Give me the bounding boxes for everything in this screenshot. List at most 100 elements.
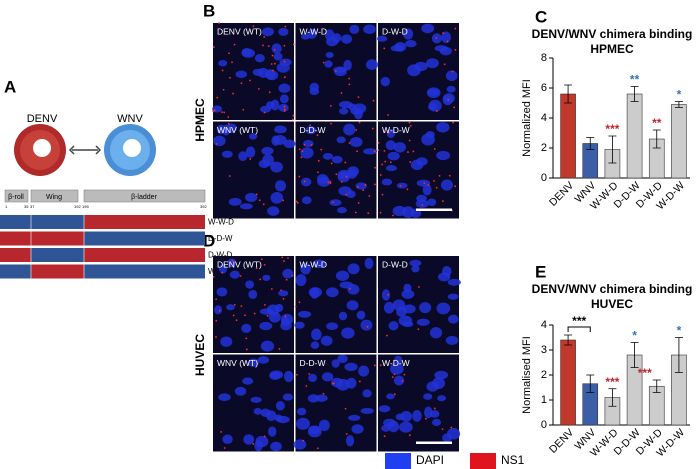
error-bar: [608, 135, 617, 164]
nucleus: [275, 400, 285, 411]
nucleus: [218, 393, 231, 402]
ns1-signal: [232, 314, 235, 317]
nucleus: [423, 393, 433, 400]
nucleus: [273, 135, 287, 145]
ns1-signal: [412, 150, 415, 153]
nucleus: [445, 70, 458, 82]
ns1-signal: [373, 364, 376, 367]
ns1-signal: [417, 328, 420, 331]
ns1-signal: [340, 180, 343, 183]
ns1-signal: [357, 202, 360, 204]
ns1-signal: [448, 174, 451, 177]
nucleus: [283, 139, 296, 149]
ns1-signal: [377, 149, 380, 152]
nucleus: [260, 408, 271, 417]
nucleus: [336, 378, 350, 391]
chimera-segment: [31, 231, 84, 246]
ns1-signal: [296, 373, 298, 376]
ns1-signal: [454, 185, 457, 188]
ns1-signal: [282, 298, 285, 300]
ns1-signal: [262, 203, 265, 206]
nucleus: [245, 280, 255, 289]
nucleus: [293, 439, 307, 450]
nucleus: [248, 289, 258, 299]
ns1-signal: [284, 315, 287, 318]
ns1-signal: [221, 111, 223, 114]
domain-label: Wing: [46, 194, 62, 201]
nucleus: [270, 191, 284, 204]
image-label: D-W-D: [382, 259, 408, 269]
nucleus: [218, 264, 228, 274]
nucleus: [434, 45, 449, 52]
ns1-signal: [330, 162, 333, 165]
ns1-signal: [381, 193, 384, 196]
chimera-segment: [0, 248, 31, 262]
nucleus: [310, 341, 320, 349]
ns1-signal: [392, 214, 394, 217]
ns1-signal: [232, 92, 235, 95]
ns1-signal: [387, 293, 389, 296]
nucleus: [270, 441, 282, 452]
ns1-signal: [215, 336, 217, 338]
image-label: D-D-W: [300, 125, 326, 135]
ns1-signal: [322, 61, 325, 64]
nucleus: [360, 319, 373, 331]
nucleus: [269, 370, 284, 380]
domain-bar: [4, 189, 206, 203]
ns1-signal: [268, 91, 271, 94]
nucleus: [349, 136, 363, 148]
nucleus: [416, 318, 430, 326]
nucleus: [440, 179, 454, 191]
domain-label: β-ladder: [131, 194, 157, 201]
ns1-signal: [221, 69, 224, 72]
ns1-signal: [300, 156, 303, 159]
nucleus: [396, 306, 407, 317]
denv-ring: [14, 124, 66, 176]
nucleus: [322, 153, 334, 160]
nucleus: [245, 146, 256, 158]
nucleus: [415, 199, 429, 208]
nucleus: [254, 440, 263, 452]
ns1-signal: [348, 83, 351, 86]
nucleus: [234, 386, 247, 396]
nucleus: [307, 394, 320, 403]
ns1-signal: [442, 200, 444, 202]
nucleus: [300, 262, 311, 275]
nucleus: [258, 159, 270, 169]
nucleus: [362, 389, 372, 398]
image-label: D-W-D: [382, 26, 408, 36]
significance: ***: [605, 375, 619, 389]
ns1-signal: [447, 98, 450, 101]
ns1-signal: [255, 193, 258, 196]
wnv-ring: [104, 124, 156, 176]
ns1-signal: [302, 439, 305, 442]
nucleus: [261, 27, 275, 37]
ns1-signal: [348, 142, 351, 144]
ns1-signal: [407, 151, 409, 153]
ns1-signal: [377, 141, 380, 144]
ns1-signal: [379, 174, 382, 176]
ns1-signal: [393, 393, 396, 396]
y-tick-label: 3: [541, 344, 547, 356]
nucleus: [309, 82, 319, 92]
ns1-signal: [308, 372, 311, 375]
ns1-signal: [409, 124, 412, 127]
nucleus: [243, 434, 255, 445]
ns1-signal: [245, 337, 248, 340]
nucleus: [387, 420, 400, 433]
ns1-signal: [454, 48, 457, 51]
nucleus: [441, 31, 451, 44]
nucleus: [396, 182, 408, 189]
nucleus: [222, 434, 233, 445]
nucleus: [337, 171, 351, 183]
ns1-signal: [270, 288, 273, 290]
ns1-signal: [215, 298, 218, 301]
ns1-signal: [280, 289, 282, 292]
nucleus: [392, 205, 407, 217]
ns1-signal: [229, 76, 231, 79]
nucleus: [436, 122, 450, 133]
ns1-signal: [340, 92, 343, 94]
ns1-signal: [362, 189, 365, 192]
ns1-signal: [391, 376, 394, 379]
